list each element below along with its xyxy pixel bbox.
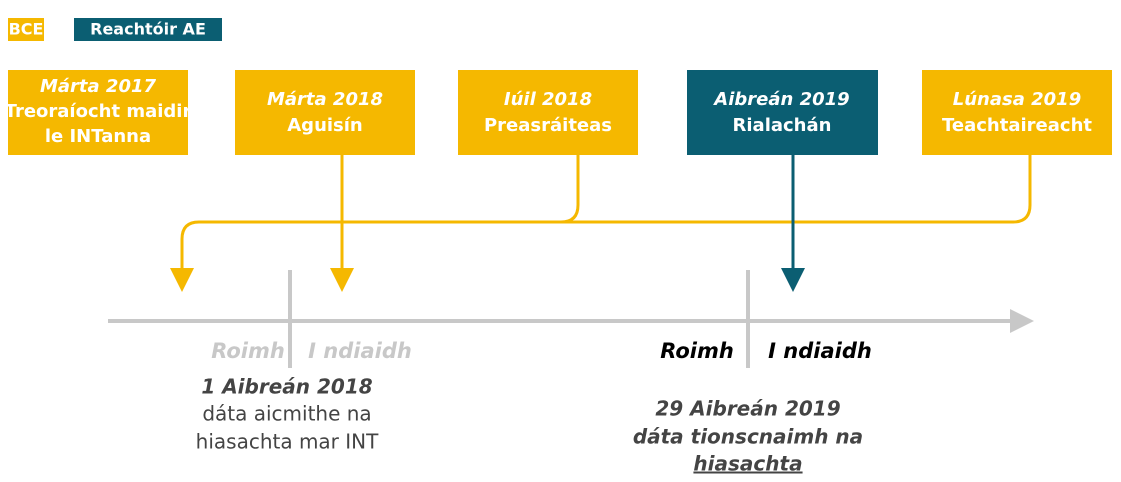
box-text: Rialachán	[733, 115, 832, 136]
box-date: Márta 2017	[40, 76, 157, 97]
box	[922, 70, 1112, 155]
before-label: Roimh	[660, 339, 734, 363]
box-date: Lúnasa 2019	[953, 89, 1081, 110]
connector	[560, 155, 580, 224]
box-text: Preasráiteas	[484, 115, 612, 136]
before-label: Roimh	[211, 339, 285, 363]
box-text: Aguisín	[287, 115, 363, 136]
after-label: I ndiaidh	[768, 339, 872, 363]
marker-date: 29 Aibreán 2019	[655, 397, 840, 421]
marker-date: 1 Aibreán 2018	[201, 375, 372, 399]
legend-label: BCE	[9, 20, 44, 39]
box-date: Márta 2018	[267, 89, 383, 110]
marker-description: hiasachta	[693, 452, 802, 476]
box-text: Treoraíocht maidir	[5, 101, 192, 122]
after-label: I ndiaidh	[308, 339, 412, 363]
marker-description: hiasachta mar INT	[196, 430, 379, 454]
box-text: le INTanna	[45, 126, 151, 147]
box-date: Iúil 2018	[504, 89, 592, 110]
legend-swatch	[74, 18, 222, 41]
box	[235, 70, 415, 155]
box-text: Teachtaireacht	[942, 115, 1092, 136]
legend-label: Reachtóir AE	[90, 20, 206, 39]
connectors	[170, 155, 1032, 292]
legend-swatch	[8, 18, 44, 41]
box	[687, 70, 878, 155]
connector	[170, 155, 1032, 292]
box	[458, 70, 638, 155]
box	[8, 70, 188, 155]
marker-description: dáta tionscnaimh na	[633, 425, 863, 449]
box-date: Aibreán 2019	[712, 89, 849, 110]
marker-description: dáta aicmithe na	[202, 402, 371, 426]
